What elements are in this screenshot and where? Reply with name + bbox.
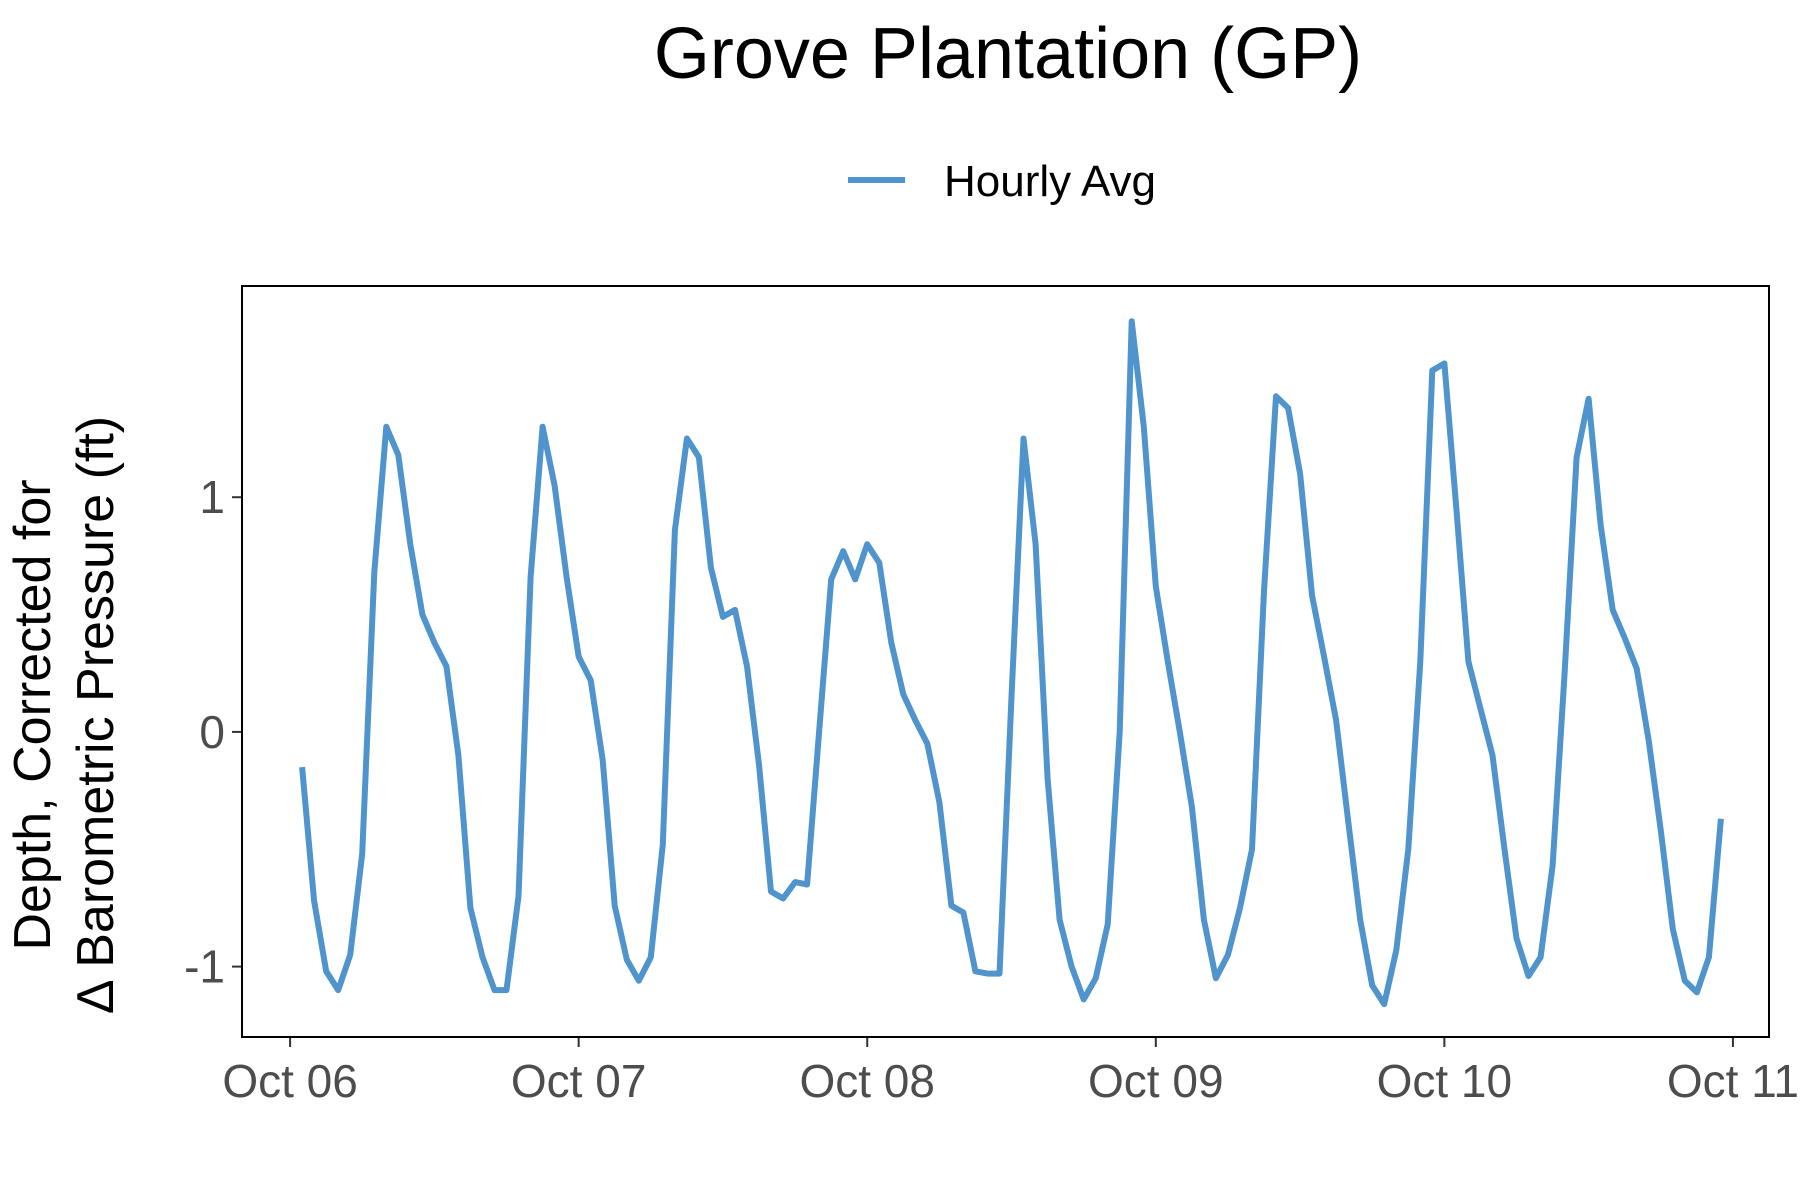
plot-panel-border <box>241 285 1770 1038</box>
x-tick-label: Oct 08 <box>799 1055 935 1107</box>
plot-lines <box>299 318 1724 1008</box>
y-tick-label: -1 <box>184 941 225 993</box>
x-tick-label: Oct 07 <box>511 1055 647 1107</box>
y-axis-title: Depth, Corrected for Δ Barometric Pressu… <box>4 416 125 1014</box>
x-axis: Oct 06 Oct 07 Oct 08 Oct 09 Oct 10 Oct 11 <box>222 1037 1799 1107</box>
x-tick-label: Oct 10 <box>1377 1055 1513 1107</box>
y-axis: -1 0 1 <box>184 471 242 993</box>
y-axis-title-line-2: Δ Barometric Pressure (ft) <box>67 416 125 1014</box>
y-axis-title-line-1: Depth, Corrected for <box>4 479 62 950</box>
legend-label-hourly-avg: Hourly Avg <box>944 157 1156 206</box>
y-tick-label: 0 <box>199 706 225 758</box>
x-tick-label: Oct 09 <box>1088 1055 1224 1107</box>
x-tick-label: Oct 11 <box>1667 1055 1799 1107</box>
series-line-hourly-avg <box>299 318 1724 1008</box>
legend: Hourly Avg <box>848 157 1156 206</box>
x-tick-label: Oct 06 <box>222 1055 358 1107</box>
chart-title: Grove Plantation (GP) <box>654 14 1362 94</box>
y-tick-label: 1 <box>199 471 225 523</box>
